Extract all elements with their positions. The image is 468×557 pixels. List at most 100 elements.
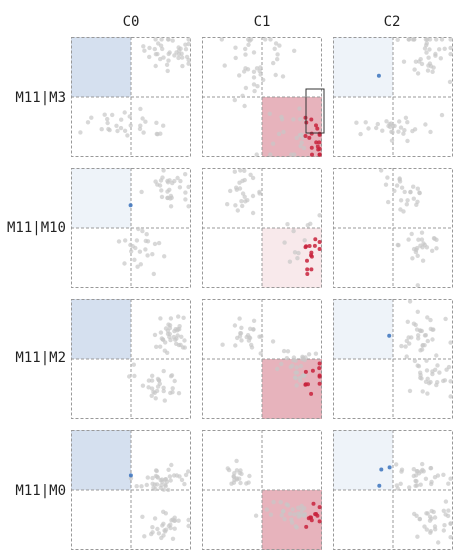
data-point [407, 388, 413, 394]
data-point [423, 122, 428, 127]
data-point [153, 52, 159, 57]
data-point [142, 48, 147, 53]
data-point [317, 374, 322, 379]
data-point [383, 182, 389, 187]
data-point [238, 168, 243, 173]
data-point [170, 386, 175, 391]
data-point [414, 479, 419, 484]
data-point [247, 335, 253, 341]
data-point [411, 473, 416, 479]
data-point [122, 261, 127, 266]
data-point [413, 483, 418, 488]
data-point [238, 480, 243, 486]
data-point [415, 283, 420, 288]
data-point [156, 41, 161, 46]
data-point [395, 37, 400, 42]
data-point [263, 37, 268, 42]
data-point [302, 238, 307, 243]
data-point [307, 135, 312, 140]
data-point [257, 191, 262, 196]
data-point [417, 190, 422, 196]
data-point [167, 178, 172, 183]
data-point [403, 344, 408, 349]
data-point [264, 507, 270, 512]
data-point [415, 199, 420, 204]
data-point [161, 388, 166, 394]
data-point [376, 73, 381, 78]
data-point [415, 71, 421, 76]
data-point [424, 368, 430, 373]
data-point [154, 388, 160, 394]
data-point [299, 503, 304, 509]
data-point [407, 299, 413, 304]
data-point [168, 337, 173, 343]
data-point [261, 77, 266, 83]
data-point [89, 115, 94, 120]
data-point [448, 521, 453, 526]
data-point [411, 196, 416, 201]
data-point [99, 127, 104, 132]
data-point [167, 474, 173, 479]
data-point [385, 175, 390, 180]
data-point [106, 126, 111, 132]
data-point [428, 465, 434, 471]
selected-quadrant [262, 359, 322, 419]
data-point [182, 338, 187, 343]
data-point [437, 370, 442, 375]
data-point [432, 524, 438, 529]
cell-r2-c1 [202, 299, 322, 419]
data-point [251, 82, 257, 87]
data-point [432, 515, 438, 520]
data-point [139, 189, 144, 195]
data-point [168, 196, 173, 201]
data-point [176, 518, 181, 523]
cells [71, 37, 453, 550]
data-point [279, 114, 284, 120]
data-point [311, 501, 316, 506]
data-point [424, 358, 429, 363]
data-point [247, 473, 252, 479]
data-point [398, 481, 403, 486]
brush-selection [305, 88, 325, 134]
data-point [237, 316, 242, 321]
data-point [277, 43, 282, 48]
data-point [161, 487, 166, 492]
data-point [119, 117, 124, 122]
data-point [295, 511, 301, 516]
data-point [395, 242, 400, 248]
data-point [411, 467, 416, 472]
data-point [428, 317, 433, 323]
data-point [302, 513, 307, 518]
data-point [141, 44, 146, 49]
cell-r1-c1 [202, 168, 322, 288]
data-point [240, 203, 245, 209]
data-point [421, 241, 426, 246]
data-point [281, 508, 286, 514]
data-point [144, 232, 149, 237]
data-point [155, 526, 160, 532]
data-point [169, 462, 174, 468]
data-point [397, 176, 402, 181]
data-point [420, 461, 425, 467]
data-point [304, 524, 309, 529]
data-point [161, 385, 166, 390]
data-point [128, 473, 133, 478]
data-point [150, 475, 155, 481]
data-point [232, 471, 237, 476]
data-point [144, 482, 149, 488]
data-point [301, 145, 307, 151]
data-point [145, 253, 150, 258]
data-point [178, 46, 183, 51]
data-point [258, 351, 263, 356]
data-point [151, 485, 156, 490]
data-point [407, 341, 412, 346]
data-point [424, 50, 429, 55]
data-point [442, 523, 447, 528]
data-point [150, 373, 155, 378]
data-point [428, 530, 433, 535]
data-point [426, 55, 431, 60]
data-point [239, 338, 244, 343]
row-label-m11-m0: M11|M0 [15, 483, 66, 499]
data-point [422, 524, 427, 529]
data-point [317, 247, 322, 251]
